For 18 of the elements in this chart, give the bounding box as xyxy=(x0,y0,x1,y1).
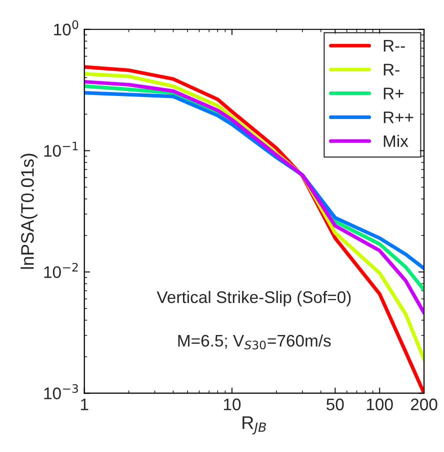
x-axis-title: R$_{JB}$ xyxy=(242,416,266,434)
annotation: M=6.5; V$_{S30}$=760m/s xyxy=(178,334,331,350)
x-tick-label: 200 xyxy=(410,398,438,410)
y-tick-label: 10$^{−1}$ xyxy=(44,142,78,157)
legend-label: R- xyxy=(384,64,400,76)
x-tick-label: 1 xyxy=(80,398,88,410)
legend-label: R++ xyxy=(384,112,414,124)
annotation: Vertical Strike-Slip (Sof=0) xyxy=(156,290,351,306)
x-tick-label: 50 xyxy=(326,398,344,410)
y-tick-label: 10$^{−3}$ xyxy=(44,384,78,400)
y-tick-label: 10$^{−2}$ xyxy=(44,262,78,278)
y-axis-title: lnPSA(T0.01s) xyxy=(20,154,38,269)
y-tick-label: 10$^{0}$ xyxy=(54,20,78,36)
legend-label: R+ xyxy=(384,88,404,100)
x-tick-label: 10 xyxy=(224,398,241,410)
legend-label: Mix xyxy=(384,134,408,147)
legend-label: R-- xyxy=(384,40,405,52)
x-tick-label: 100 xyxy=(366,398,393,410)
